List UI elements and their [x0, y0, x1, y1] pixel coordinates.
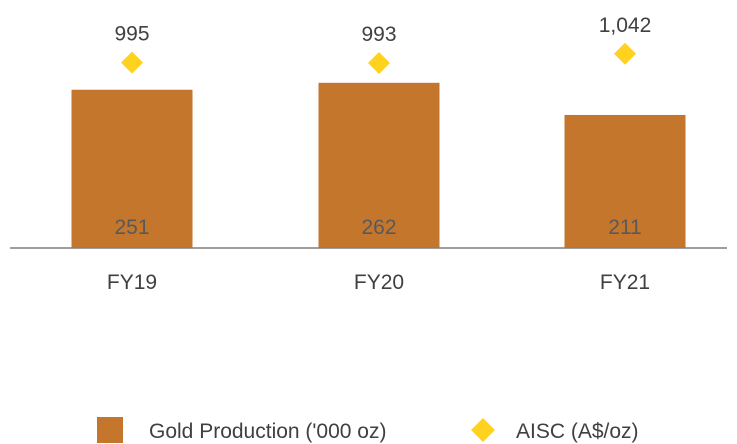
aisc-label-fy19: 995	[114, 23, 149, 46]
x-tick-label-fy20: FY20	[354, 271, 404, 294]
legend-label-aisc: AISC (A$/oz)	[516, 420, 639, 443]
bar-fy20	[318, 82, 440, 249]
legend-swatch-gold-production	[97, 417, 123, 443]
legend-marker-aisc	[471, 418, 495, 442]
markers-layer: 995 993 1,042	[114, 14, 652, 75]
bar-label-fy19: 251	[114, 216, 149, 239]
aisc-label-fy21: 1,042	[599, 14, 652, 37]
aisc-label-fy20: 993	[361, 23, 396, 46]
aisc-marker-fy20	[368, 52, 390, 75]
bar-fy21	[564, 114, 686, 248]
legend: Gold Production ('000 oz) AISC (A$/oz)	[97, 417, 639, 443]
aisc-marker-fy21	[614, 42, 636, 65]
bars-layer	[71, 82, 686, 249]
bar-label-fy21: 211	[608, 216, 641, 239]
labels-layer: 251 FY19 262 FY20 211 FY21	[107, 216, 650, 294]
bar-label-fy20: 262	[361, 216, 396, 239]
x-tick-label-fy19: FY19	[107, 271, 157, 294]
bar-fy19	[71, 89, 193, 248]
aisc-marker-fy19	[121, 51, 143, 74]
x-tick-label-fy21: FY21	[600, 271, 650, 294]
legend-label-gold-production: Gold Production ('000 oz)	[149, 420, 386, 443]
